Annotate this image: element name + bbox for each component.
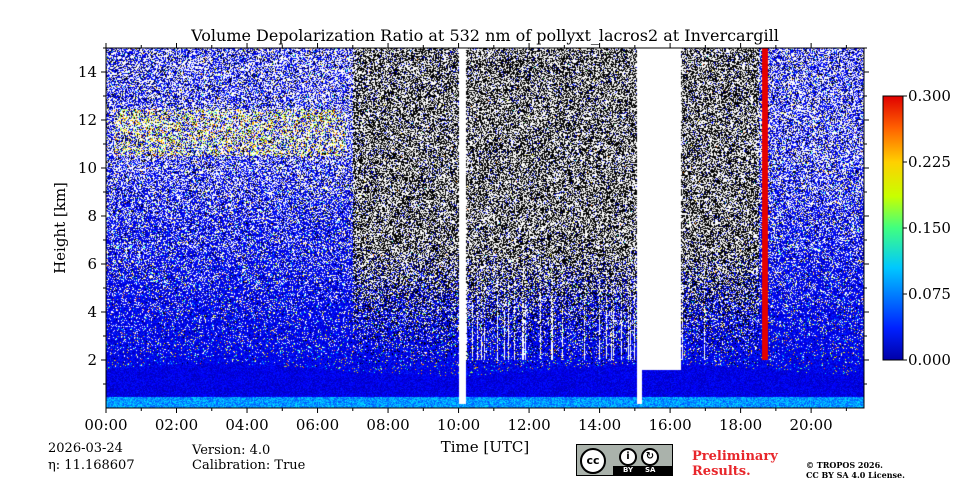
share-alike-icon: ↻ bbox=[641, 448, 659, 466]
attribution-icon: i bbox=[619, 448, 637, 466]
y-tick-label: 8 bbox=[87, 207, 97, 225]
y-tick-label: 12 bbox=[78, 111, 97, 129]
heatmap-area bbox=[106, 48, 864, 408]
x-axis: 00:00 02:00 04:00 06:00 08:00 10:00 12:00 14:00… bbox=[84, 43, 847, 434]
y-axis: 2 4 6 8 10 12 14 bbox=[78, 47, 869, 385]
cc-by-text: BY bbox=[623, 466, 634, 474]
chart-title: Volume Depolarization Ratio at 532 nm of… bbox=[190, 26, 779, 45]
heatmap-image bbox=[106, 48, 864, 408]
cc-strip: BY SA bbox=[613, 466, 672, 475]
x-tick-label: 16:00 bbox=[648, 416, 691, 434]
x-axis-label: Time [UTC] bbox=[441, 438, 530, 456]
preliminary-line1: Preliminary bbox=[692, 449, 778, 464]
y-tick-label: 2 bbox=[87, 351, 97, 369]
y-axis-label: Height [km] bbox=[51, 182, 69, 274]
y-tick-label: 14 bbox=[78, 63, 97, 81]
x-tick-label: 20:00 bbox=[789, 416, 832, 434]
y-tick-label: 10 bbox=[78, 159, 97, 177]
x-tick-label: 02:00 bbox=[155, 416, 198, 434]
x-tick-label: 14:00 bbox=[578, 416, 621, 434]
copyright-line2: CC BY SA 4.0 License. bbox=[806, 470, 905, 480]
colorbar-tick-label: 0.300 bbox=[908, 87, 951, 105]
date-text: 2026-03-24 bbox=[48, 441, 123, 456]
x-tick-label: 10:00 bbox=[437, 416, 480, 434]
eta-text: η: 11.168607 bbox=[48, 458, 135, 473]
cc-license-badge: cc i ↻ BY SA bbox=[576, 444, 673, 476]
colorbar-axis: 0.000 0.075 0.150 0.225 0.300 bbox=[903, 87, 951, 369]
x-tick-label: 12:00 bbox=[507, 416, 550, 434]
y-tick-label: 4 bbox=[87, 303, 97, 321]
x-tick-label: 00:00 bbox=[84, 416, 127, 434]
copyright-line1: © TROPOS 2026. bbox=[806, 460, 883, 470]
colorbar-tick-label: 0.000 bbox=[908, 351, 951, 369]
cc-sa-text: SA bbox=[645, 466, 656, 474]
colorbar bbox=[882, 95, 904, 361]
colorbar-tick-label: 0.150 bbox=[908, 219, 951, 237]
calibration-text: Calibration: True bbox=[192, 458, 306, 473]
x-tick-label: 04:00 bbox=[225, 416, 268, 434]
preliminary-line2: Results. bbox=[692, 464, 751, 479]
x-tick-label: 06:00 bbox=[296, 416, 339, 434]
plot-frame bbox=[105, 47, 865, 409]
x-tick-label: 18:00 bbox=[719, 416, 762, 434]
creative-commons-icon: cc bbox=[580, 448, 606, 474]
version-text: Version: 4.0 bbox=[192, 443, 271, 458]
y-tick-label: 6 bbox=[87, 255, 97, 273]
x-tick-label: 08:00 bbox=[366, 416, 409, 434]
colorbar-tick-label: 0.225 bbox=[908, 153, 951, 171]
colorbar-tick-label: 0.075 bbox=[908, 285, 951, 303]
